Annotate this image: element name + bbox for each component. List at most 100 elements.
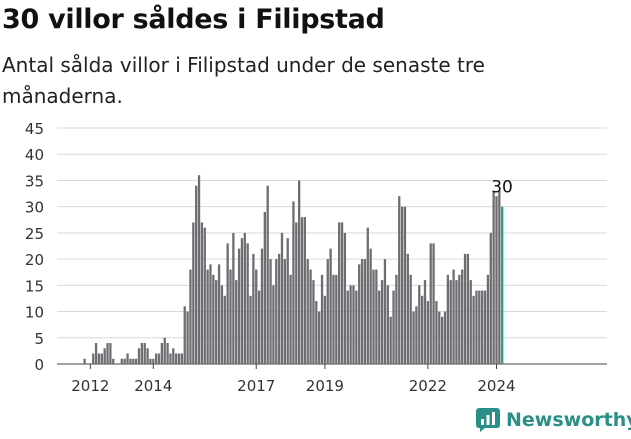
bar (461, 269, 464, 364)
bar (458, 274, 461, 364)
x-tick-label: 2022 (409, 377, 447, 395)
bar (420, 295, 424, 364)
bar (100, 353, 103, 364)
bar (423, 280, 427, 364)
bar (326, 259, 329, 364)
bar (486, 274, 490, 364)
bar (103, 348, 106, 364)
bar (123, 358, 126, 364)
bar (240, 238, 244, 364)
x-tick-label: 2014 (134, 377, 172, 395)
x-tick-label: 2024 (477, 377, 515, 395)
bar (481, 290, 484, 364)
bar (266, 185, 269, 364)
bar (386, 285, 389, 364)
bar (452, 269, 455, 364)
bar (455, 280, 458, 364)
bar (438, 311, 441, 364)
bar (195, 185, 198, 364)
bar (94, 343, 98, 364)
bar (332, 274, 335, 364)
bar (257, 290, 261, 364)
bar (303, 217, 307, 364)
bar (295, 222, 298, 364)
bar (269, 259, 272, 364)
bar (143, 343, 146, 364)
bar (429, 243, 432, 364)
bar (286, 238, 289, 364)
bar (400, 206, 404, 364)
newsworthy-logo-icon (476, 408, 500, 432)
y-tick-label: 40 (25, 146, 44, 164)
bar (120, 358, 123, 364)
bar (112, 358, 115, 364)
bar (449, 280, 452, 364)
bar (392, 290, 395, 364)
bar (272, 285, 275, 364)
bar (249, 295, 252, 364)
highlight-bar (501, 206, 504, 364)
bar (220, 285, 224, 364)
bar (163, 337, 166, 364)
x-tick-label: 2012 (71, 377, 109, 395)
bar (363, 259, 367, 364)
bar (129, 358, 132, 364)
bar (300, 217, 304, 364)
bar (378, 290, 381, 364)
bar (346, 290, 349, 364)
bar (97, 353, 101, 364)
bar (83, 358, 86, 364)
bar (409, 274, 412, 364)
bar (472, 295, 475, 364)
bar (366, 227, 369, 364)
chart-subtitle: Antal sålda villor i Filipstad under de … (2, 53, 485, 108)
bar (323, 295, 327, 364)
bar (312, 280, 315, 364)
bar (426, 301, 429, 364)
bar (132, 358, 135, 364)
y-tick-label: 0 (34, 356, 44, 374)
bar (197, 175, 201, 364)
chart-title: 30 villor såldes i Filipstad (2, 4, 385, 35)
bar (349, 285, 352, 364)
bar (412, 311, 415, 364)
bar (183, 306, 186, 364)
bar (418, 285, 421, 364)
bar (315, 301, 318, 364)
bar (432, 243, 435, 364)
bar (177, 353, 181, 364)
y-tick-label: 25 (25, 225, 44, 243)
x-tick-label: 2017 (237, 377, 275, 395)
y-tick-label: 10 (25, 304, 44, 322)
bar (275, 259, 278, 364)
bar (169, 353, 172, 364)
bar (203, 227, 206, 364)
bar (175, 353, 178, 364)
bar (369, 248, 372, 364)
bar (403, 206, 407, 364)
bar (160, 343, 164, 364)
brand-logo: Newsworthy (476, 408, 631, 432)
bar (200, 222, 204, 364)
bar (106, 343, 109, 364)
bar (380, 280, 384, 364)
bar (343, 232, 347, 364)
highlight-value-label: 30 (491, 178, 513, 198)
bar (443, 311, 447, 364)
bar (340, 222, 344, 364)
bar (232, 232, 235, 364)
bar (215, 280, 218, 364)
bar (166, 343, 169, 364)
bar (283, 259, 286, 364)
bar (255, 269, 258, 364)
bar (352, 285, 355, 364)
bar (415, 306, 418, 364)
bar (463, 253, 467, 364)
bar (492, 190, 495, 364)
bar (292, 201, 295, 364)
bar (186, 311, 189, 364)
bar (355, 290, 358, 364)
bar (155, 353, 158, 364)
bar (478, 290, 481, 364)
bar (152, 358, 155, 364)
